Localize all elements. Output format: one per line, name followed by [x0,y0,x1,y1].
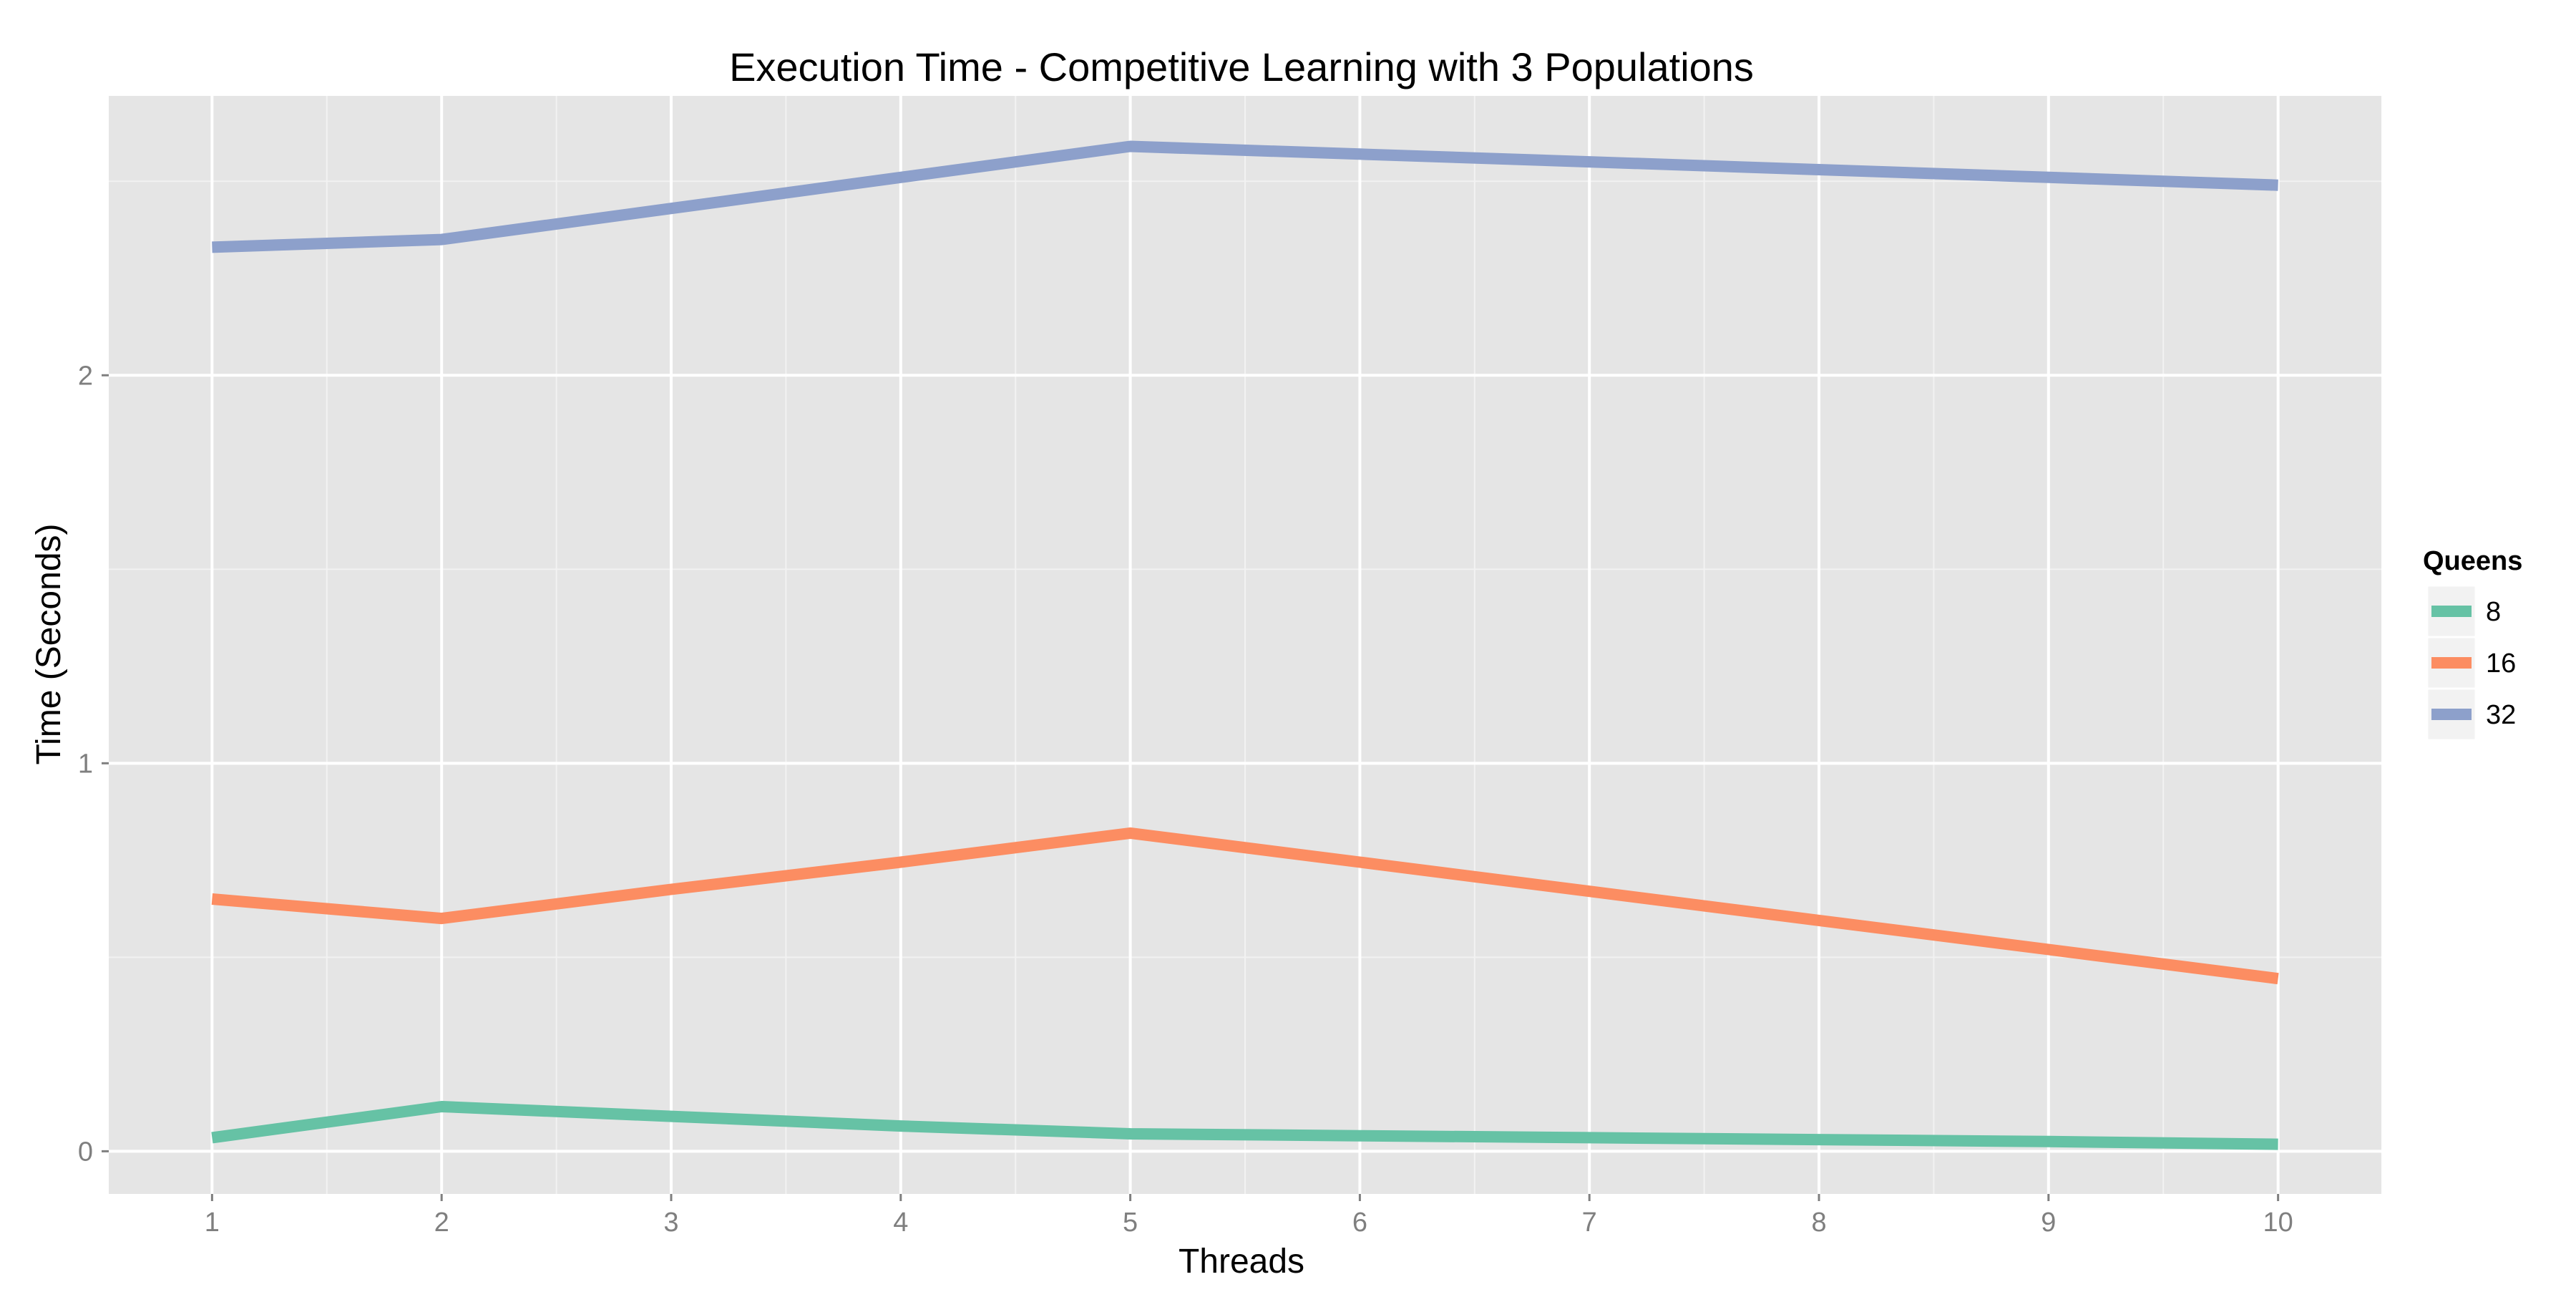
x-tick-label: 1 [205,1208,220,1238]
y-tick-label: 0 [78,1137,93,1167]
series-line-8 [211,1101,2278,1150]
x-tick-label: 7 [1582,1208,1597,1238]
minor-grid [109,96,2381,1194]
series-line-16 [211,827,2279,985]
x-tick-label: 6 [1352,1208,1367,1238]
legend-title: Queens [2423,546,2522,576]
y-axis-label: Time (Seconds) [30,524,68,765]
y-tick-label: 2 [78,361,93,391]
legend-label: 16 [2486,649,2516,679]
series-layer [211,140,2279,1150]
x-tick-label: 8 [1811,1208,1826,1238]
x-tick-label: 5 [1123,1208,1138,1238]
x-tick-label: 9 [2041,1208,2056,1238]
legend: Queens 8 16 32 [2423,546,2522,742]
x-tick-label: 2 [434,1208,449,1238]
x-axis-label: Threads [1179,1243,1304,1281]
x-axis: 1 2 3 4 5 6 7 8 9 10 [205,1194,2293,1238]
legend-label: 32 [2486,700,2516,730]
x-tick-label: 10 [2263,1208,2293,1238]
legend-label: 8 [2486,597,2501,627]
x-tick-label: 4 [893,1208,908,1238]
chart-title: Execution Time - Competitive Learning wi… [729,44,1754,89]
major-grid [109,96,2381,1194]
legend-items: 8 16 32 [2426,584,2516,742]
y-axis: 0 1 2 [78,361,109,1167]
series-line-32 [212,140,2278,253]
x-tick-label: 3 [663,1208,678,1238]
y-tick-label: 1 [78,749,93,779]
